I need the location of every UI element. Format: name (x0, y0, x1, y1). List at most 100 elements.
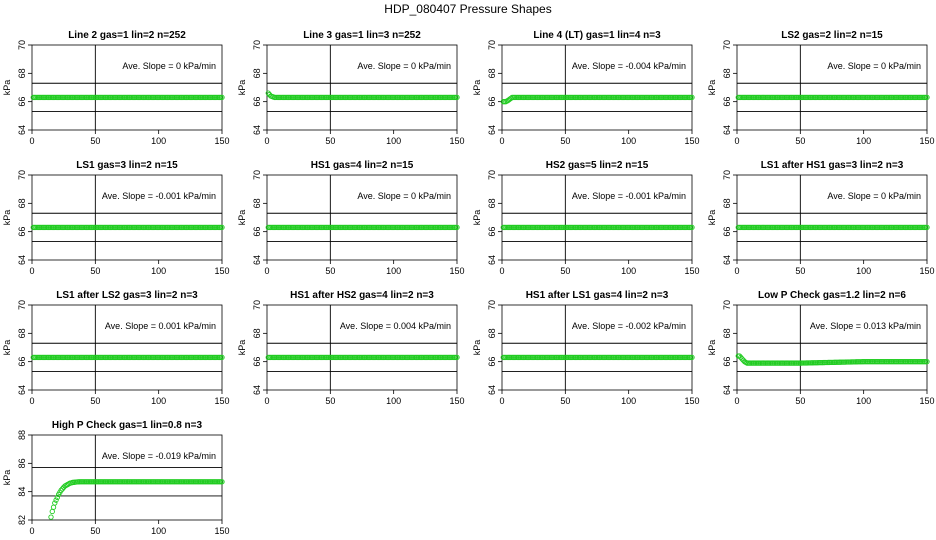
data-series (265, 90, 460, 101)
x-tick-label: 100 (621, 396, 636, 406)
y-tick-label: 66 (487, 357, 497, 367)
y-tick-label: 66 (487, 227, 497, 237)
y-tick-label: 64 (252, 125, 262, 135)
y-axis-label: kPa (237, 340, 247, 356)
chart-panel-9: LS1 after LS2 gas=3 lin=2 n=3 0 50 100 150 64… (2, 290, 230, 406)
x-tick-label: 100 (621, 266, 636, 276)
y-axis-label: kPa (707, 210, 717, 226)
slope-annotation: Ave. Slope = -0.002 kPa/min (572, 321, 686, 331)
x-tick-label: 100 (856, 266, 871, 276)
x-tick-label: 0 (29, 396, 34, 406)
plot-frame (31, 304, 223, 391)
y-tick-label: 68 (722, 328, 732, 338)
slope-annotation: Ave. Slope = 0 kPa/min (827, 191, 921, 201)
data-point (924, 94, 930, 101)
data-point (219, 224, 225, 231)
data-point (924, 224, 930, 231)
plot-frame (31, 174, 223, 261)
panel-title: Line 4 (LT) gas=1 lin=4 n=3 (533, 30, 661, 41)
data-series (48, 479, 225, 520)
y-axis-label: kPa (2, 340, 12, 356)
data-point (53, 497, 59, 503)
data-point (49, 508, 55, 515)
x-tick-label: 100 (151, 396, 166, 406)
plot-frame (736, 304, 928, 391)
y-tick-label: 82 (17, 515, 27, 525)
y-tick-label: 68 (17, 328, 27, 338)
panel-title: LS1 gas=3 lin=2 n=15 (76, 160, 178, 171)
y-tick-label: 68 (252, 198, 262, 208)
x-tick-label: 50 (325, 396, 335, 406)
slope-annotation: Ave. Slope = 0.001 kPa/min (105, 321, 216, 331)
x-tick-label: 150 (214, 136, 229, 146)
x-tick-label: 0 (264, 396, 269, 406)
x-tick-label: 50 (560, 396, 570, 406)
data-point (689, 94, 695, 101)
data-point (219, 94, 225, 101)
y-tick-label: 70 (722, 300, 732, 310)
x-tick-label: 0 (499, 266, 504, 276)
x-tick-label: 50 (560, 136, 570, 146)
y-tick-label: 64 (722, 125, 732, 135)
slope-annotation: Ave. Slope = 0 kPa/min (827, 61, 921, 71)
panel-title: LS1 after HS1 gas=3 lin=2 n=3 (761, 160, 904, 171)
plot-frame (501, 174, 693, 261)
x-tick-label: 100 (856, 396, 871, 406)
y-tick-label: 70 (252, 170, 262, 180)
x-tick-label: 0 (499, 136, 504, 146)
x-tick-label: 50 (325, 266, 335, 276)
y-tick-label: 66 (722, 97, 732, 107)
y-tick-label: 66 (252, 357, 262, 367)
y-tick-label: 66 (17, 357, 27, 367)
y-tick-label: 70 (17, 40, 27, 50)
chart-panel-5: LS1 gas=3 lin=2 n=15 0 50 100 150 64 66 68 70 kPa… (2, 160, 230, 276)
y-axis-label: kPa (707, 80, 717, 96)
x-tick-label: 100 (856, 136, 871, 146)
x-tick-label: 150 (214, 526, 229, 536)
y-tick-label: 64 (17, 255, 27, 265)
x-tick-label: 50 (90, 396, 100, 406)
y-tick-label: 64 (722, 255, 732, 265)
chart-panel-2: Line 3 gas=1 lin=3 n=252 0 50 100 150 64 66 68 7… (237, 30, 465, 146)
y-tick-label: 70 (17, 170, 27, 180)
y-tick-label: 68 (17, 68, 27, 78)
plot-frame (31, 434, 223, 521)
y-tick-label: 68 (487, 198, 497, 208)
plot-frame (266, 174, 458, 261)
chart-panel-7: HS2 gas=5 lin=2 n=15 0 50 100 150 64 66 68 70 kPa… (472, 160, 700, 276)
y-tick-label: 66 (17, 227, 27, 237)
slope-annotation: Ave. Slope = 0.004 kPa/min (340, 321, 451, 331)
y-axis-label: kPa (2, 210, 12, 226)
x-tick-label: 100 (621, 136, 636, 146)
panel-title: LS1 after LS2 gas=3 lin=2 n=3 (56, 290, 198, 301)
x-tick-label: 0 (264, 266, 269, 276)
x-tick-label: 50 (795, 266, 805, 276)
x-tick-label: 150 (214, 396, 229, 406)
panel-title: HS1 after LS1 gas=4 lin=2 n=3 (526, 290, 669, 301)
y-tick-label: 70 (487, 170, 497, 180)
chart-panel-12: Low P Check gas=1.2 lin=2 n=6 0 50 100 150 64… (707, 290, 935, 406)
chart-panel-1: Line 2 gas=1 lin=2 n=252 0 50 100 150 64 66 68 7… (2, 30, 230, 146)
x-tick-label: 150 (449, 266, 464, 276)
x-tick-label: 100 (151, 136, 166, 146)
chart-panel-10: HS1 after HS2 gas=4 lin=2 n=3 0 50 100 150 64… (237, 290, 465, 406)
y-tick-label: 64 (487, 255, 497, 265)
x-tick-label: 0 (29, 266, 34, 276)
chart-panel-8: LS1 after HS1 gas=3 lin=2 n=3 0 50 100 150 64… (707, 160, 935, 276)
y-tick-label: 88 (17, 430, 27, 440)
y-tick-label: 66 (252, 97, 262, 107)
y-tick-label: 64 (487, 385, 497, 395)
y-tick-label: 64 (252, 385, 262, 395)
x-tick-label: 100 (386, 396, 401, 406)
data-point (219, 479, 225, 485)
y-tick-label: 64 (487, 125, 497, 135)
panel-title: Line 2 gas=1 lin=2 n=252 (68, 30, 186, 41)
x-tick-label: 150 (684, 266, 699, 276)
x-tick-label: 0 (734, 396, 739, 406)
y-tick-label: 64 (722, 385, 732, 395)
x-tick-label: 150 (449, 396, 464, 406)
y-tick-label: 70 (722, 40, 732, 50)
y-tick-label: 70 (252, 300, 262, 310)
y-tick-label: 66 (487, 97, 497, 107)
